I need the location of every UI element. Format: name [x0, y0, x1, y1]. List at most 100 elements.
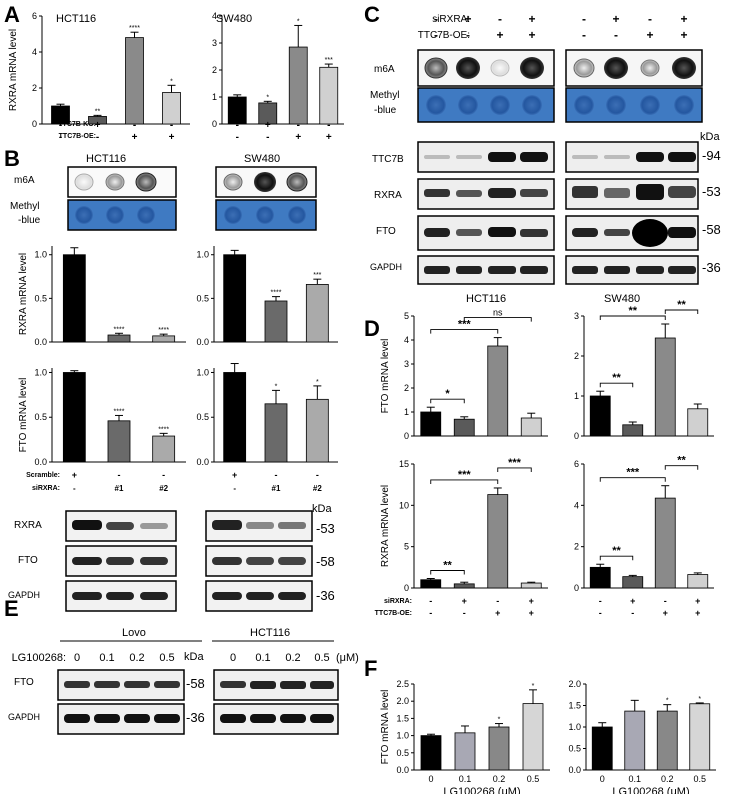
significance-label: * — [532, 683, 535, 690]
panel-b-gapdh-label: GAPDH — [8, 590, 40, 600]
y-tick-label: 6 — [574, 459, 579, 469]
panel-b-title-sw480: SW480 — [244, 153, 280, 165]
panel-c-marker-36: -36 — [702, 260, 721, 275]
y-tick-label: 0.5 — [34, 412, 47, 422]
y-tick-label: 4 — [212, 11, 217, 21]
sign-oe_a: + — [295, 132, 301, 143]
sign-sirxra_c: + — [612, 12, 619, 26]
sign-ttc7b_c: - — [614, 28, 618, 42]
y-tick-label: 4 — [404, 335, 409, 345]
bar — [622, 576, 644, 589]
y-tick-label: 0 — [32, 119, 37, 129]
x-tick-label: 0 — [428, 774, 433, 784]
significance-bracket — [664, 465, 699, 470]
bracket-label: ** — [677, 299, 686, 311]
panel-b-fto-label: FTO — [18, 555, 38, 566]
panel-c-hct116-rxra-blot — [417, 178, 555, 210]
sign-sirxra_b: #2 — [313, 484, 322, 493]
bracket-label: ** — [612, 545, 621, 557]
bar — [622, 424, 644, 437]
panel-letter-c: C — [364, 2, 380, 27]
y-tick-label: 0 — [404, 583, 409, 593]
bracket-label: ** — [612, 372, 621, 384]
significance-label: * — [316, 379, 319, 386]
sign-sirxra_d: + — [695, 596, 700, 606]
panel-e-lovo-gapdh-blot — [57, 703, 185, 735]
panel-c-kda-label: kDa — [700, 131, 720, 143]
sign-sirxra_c: + — [680, 12, 687, 26]
panel-b-sw480-fto-blot — [205, 545, 313, 577]
y-tick-label: 4 — [574, 500, 579, 510]
significance-label: * — [297, 18, 300, 25]
significance-label: * — [498, 717, 501, 724]
y-tick-label: 5 — [404, 311, 409, 321]
sign-oe_a: + — [169, 132, 175, 143]
y-tick-label: 1.0 — [34, 367, 47, 377]
bar — [62, 372, 86, 463]
bar — [107, 420, 131, 463]
panel-c-hct116-gapdh-blot — [417, 255, 555, 285]
bar — [520, 417, 542, 437]
sign-sirxra_b: - — [233, 484, 236, 493]
y-tick-label: 0.5 — [196, 293, 209, 303]
panel-c-hct116-ttc7b-blot — [417, 141, 555, 173]
panel-a-title-hct116: HCT116 — [56, 13, 96, 25]
panel-c-methyl-label-2: -blue — [374, 105, 397, 116]
significance-label: **** — [271, 290, 282, 297]
y-tick-label: 0.0 — [34, 337, 47, 347]
panel-c-m6a-label: m6A — [374, 64, 395, 75]
panel-b-hct116-rxra-blot — [65, 510, 177, 542]
panel-e-gapdh-label: GAPDH — [8, 712, 40, 722]
panel-e-hct116-gapdh-blot — [213, 703, 339, 735]
y-tick-label: 1.0 — [568, 722, 581, 732]
significance-bracket — [599, 382, 634, 388]
bar — [62, 254, 86, 343]
sign-ttc7b_c: - — [434, 28, 438, 42]
panel-b-sw480-m6a-blot — [215, 166, 317, 198]
y-tick-label: 0.0 — [196, 337, 209, 347]
panel-b-sw480-gapdh-blot — [205, 580, 313, 612]
panel-d-sirxra-label: siRXRA: — [384, 598, 412, 605]
panel-c-hct116-fto-blot — [417, 215, 555, 251]
panel-d-title-hct116: HCT116 — [466, 293, 506, 305]
bar — [487, 345, 509, 437]
bar — [487, 494, 509, 589]
panel-b-m6a-label: m6A — [14, 175, 35, 186]
panel-b-scramble-label: Scramble: — [26, 472, 60, 479]
panel-c-sw480-fto-blot — [565, 215, 699, 251]
sign-oe_d: - — [463, 608, 466, 618]
sign-sirxra_d: - — [664, 596, 667, 606]
significance-bracket — [430, 329, 499, 334]
sign-sirxra_b: - — [73, 484, 76, 493]
chart-b3: 0.0 0.5 1.0 FTO mRNA level **** **** — [18, 367, 186, 467]
panel-e-marker-58: -58 — [186, 676, 205, 691]
panel-b-hct116-m6a-blot — [67, 166, 177, 198]
chart-d2: 0 1 2 3 ** ** ** — [574, 299, 714, 441]
panel-e-marker-36: -36 — [186, 710, 205, 725]
significance-bracket — [463, 317, 532, 322]
panel-b-marker-53: -53 — [316, 521, 335, 536]
y-axis-label: RXRA mRNA level — [8, 29, 19, 111]
bar — [319, 66, 339, 125]
panel-letter-f: F — [364, 656, 377, 681]
panel-e-title-hct116: HCT116 — [250, 627, 290, 639]
bar — [152, 335, 176, 343]
panel-d-title-sw480: SW480 — [604, 293, 640, 305]
y-tick-label: 2.5 — [396, 679, 409, 689]
panel-b-methyl-label-2: -blue — [18, 215, 41, 226]
chart-f2: 0.0 0.5 1.0 1.5 2.0 * * 0 0.1 0.2 0.5 LG100268 (μM) — [568, 679, 716, 794]
sign-sirxra_c: - — [648, 12, 652, 26]
sign-ko_a: - — [327, 120, 330, 131]
bar — [654, 497, 676, 589]
y-tick-label: 0.5 — [396, 748, 409, 758]
panel-b-marker-36: -36 — [316, 588, 335, 603]
bar — [223, 372, 247, 463]
sign-ttc7b_c: + — [680, 28, 687, 42]
panel-b-kda-label: kDa — [312, 503, 332, 515]
bar — [624, 710, 646, 771]
chart-b1: 0.0 0.5 1.0 RXRA mRNA level **** **** — [18, 246, 186, 347]
sign-sirxra_c: + — [528, 12, 535, 26]
y-tick-label: 0.5 — [34, 293, 47, 303]
